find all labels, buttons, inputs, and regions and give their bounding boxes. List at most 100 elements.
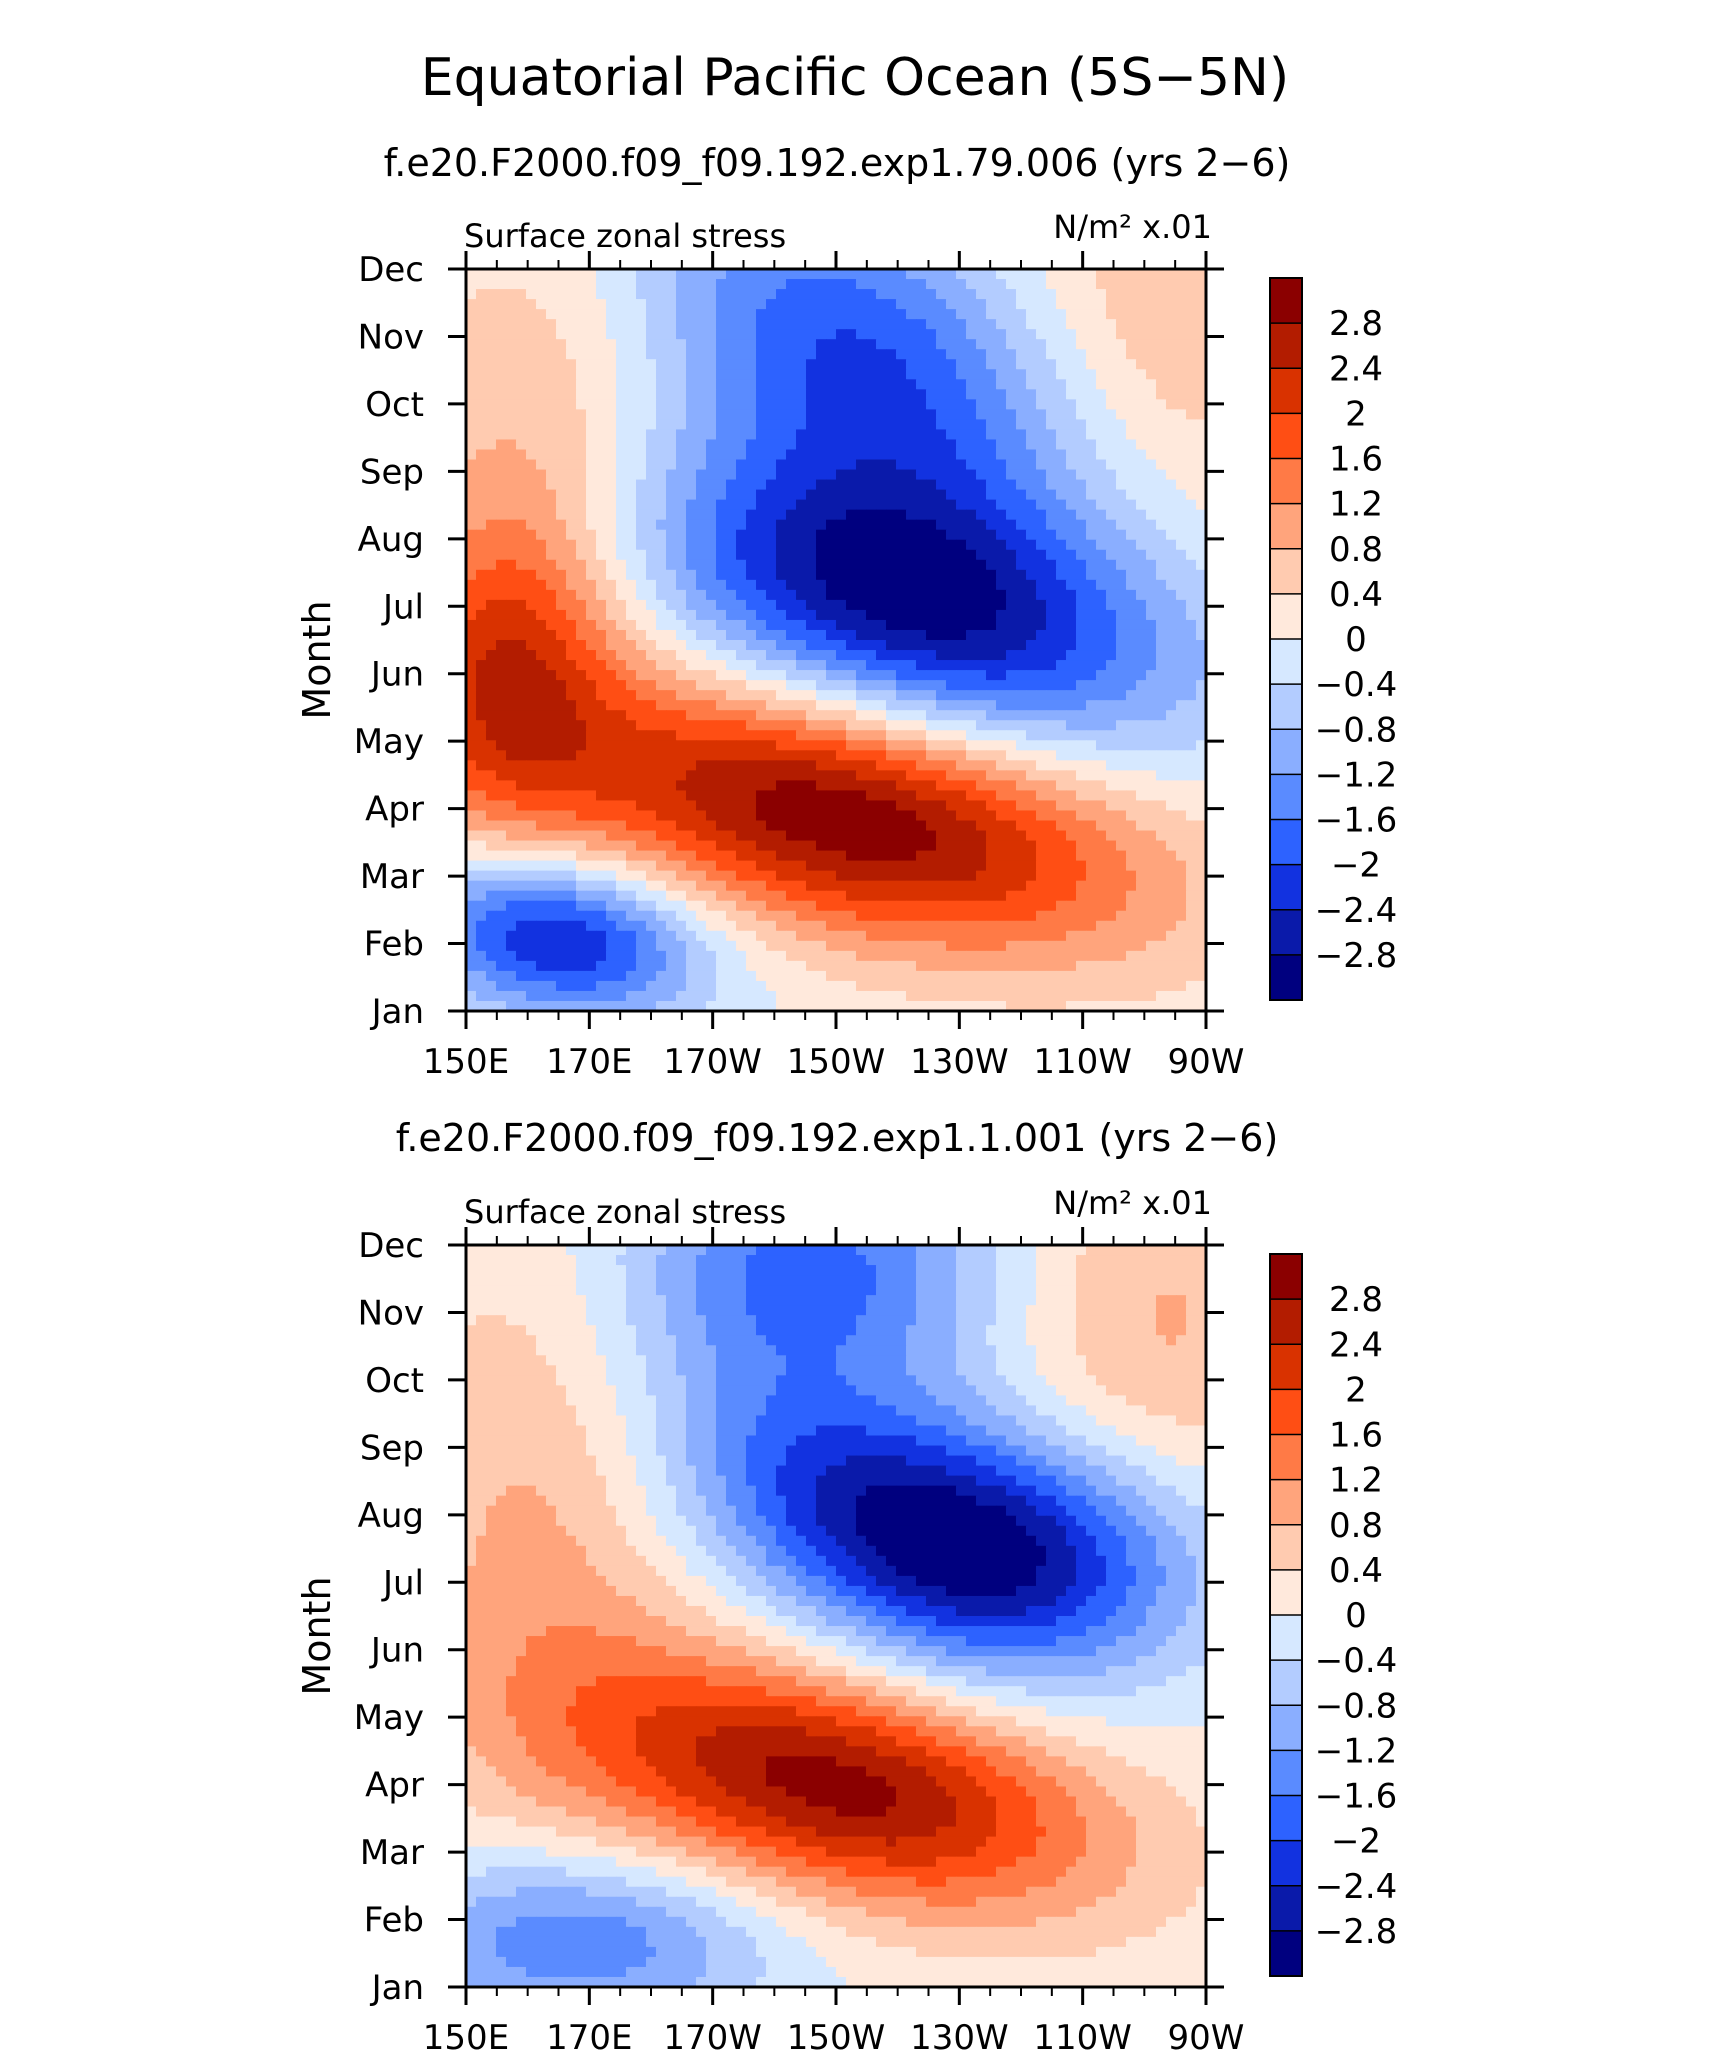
heatmap-cell [776,820,787,832]
heatmap-cell [926,559,937,571]
heatmap-cell [546,660,557,671]
heatmap-cell [886,680,897,691]
heatmap-cell [1036,900,1047,912]
heatmap-cell [1026,910,1037,922]
heatmap-cell [816,930,827,942]
heatmap-cell [526,489,537,501]
heatmap-cell [1066,670,1077,681]
heatmap-cell [616,690,627,701]
heatmap-cell [636,309,647,320]
heatmap-cell [496,549,507,561]
heatmap-cell [1156,469,1167,481]
heatmap-cell [756,870,767,882]
heatmap-cell [1026,900,1037,912]
heatmap-cell [866,389,877,400]
heatmap-cell [746,760,757,771]
heatmap-cell [956,760,967,771]
heatmap-cell [1066,459,1077,471]
heatmap-cell [736,710,747,721]
heatmap-cell [886,800,897,812]
heatmap-cell [1026,409,1037,421]
heatmap-cell [846,519,857,531]
heatmap-cell [846,579,857,591]
heatmap-cell [946,890,957,902]
heatmap-cell [1146,489,1157,501]
heatmap-cell [1056,629,1067,641]
heatmap-cell [936,359,947,370]
heatmap-cell [1156,820,1167,832]
heatmap-cell [1106,780,1117,792]
heatmap-cell [616,569,627,581]
heatmap-cell [726,349,737,360]
heatmap-cell [796,389,807,400]
heatmap-cell [656,339,667,350]
heatmap-cell [1116,700,1127,711]
heatmap-cell [816,609,827,621]
heatmap-cell [916,710,927,721]
heatmap-cell [786,599,797,611]
heatmap-cell [546,419,557,431]
heatmap-cell [516,309,527,320]
heatmap-cell [626,589,637,601]
heatmap-cell [476,840,487,852]
heatmap-cell [1116,830,1127,842]
heatmap-cell [776,940,787,952]
heatmap-cell [476,720,487,731]
heatmap-cell [666,379,677,390]
heatmap-cell [496,619,507,631]
heatmap-cell [566,900,577,912]
heatmap-cell [746,940,757,952]
heatmap-cell [566,509,577,521]
heatmap-cell [506,549,517,561]
heatmap-cell [756,750,767,761]
heatmap-cell [696,910,707,922]
heatmap-cell [906,609,917,621]
heatmap-cell [626,750,637,761]
heatmap-cell [876,359,887,370]
heatmap-cell [1016,910,1027,922]
heatmap-cell [676,910,687,922]
heatmap-cell [746,329,757,340]
heatmap-cell [606,810,617,822]
heatmap-cell [1046,660,1057,671]
heatmap-cell [856,890,867,902]
heatmap-cell [846,710,857,721]
heatmap-cell [776,379,787,390]
heatmap-cell [616,740,627,751]
heatmap-cell [516,750,527,761]
heatmap-cell [1146,499,1157,511]
heatmap-cell [1176,409,1187,421]
heatmap-cell [1016,539,1027,551]
heatmap-cell [576,449,587,461]
heatmap-cell [966,650,977,661]
heatmap-cell [1046,850,1057,862]
heatmap-cell [726,900,737,912]
heatmap-cell [776,870,787,882]
heatmap-cell [666,720,677,731]
heatmap-cell [746,880,757,892]
heatmap-cell [926,389,937,400]
heatmap-cell [876,870,887,882]
heatmap-cell [906,720,917,731]
heatmap-cell [576,599,587,611]
heatmap-cell [996,419,1007,431]
heatmap-cell [1036,589,1047,601]
heatmap-cell [896,529,907,541]
heatmap-cell [966,710,977,721]
heatmap-cell [896,479,907,491]
heatmap-cell [876,499,887,511]
heatmap-cell [1126,309,1137,320]
heatmap-cell [1166,449,1177,461]
heatmap-cell [1046,399,1057,410]
heatmap-cell [996,780,1007,792]
heatmap-cell [646,489,657,501]
heatmap-cell [1026,489,1037,501]
heatmap-cell [796,269,807,280]
heatmap-cell [956,519,967,531]
heatmap-cell [1006,880,1017,892]
heatmap-cell [956,730,967,741]
heatmap-cell [1156,509,1167,521]
heatmap-cell [1046,730,1057,741]
heatmap-cell [1196,339,1206,350]
heatmap-cell [1056,559,1067,571]
